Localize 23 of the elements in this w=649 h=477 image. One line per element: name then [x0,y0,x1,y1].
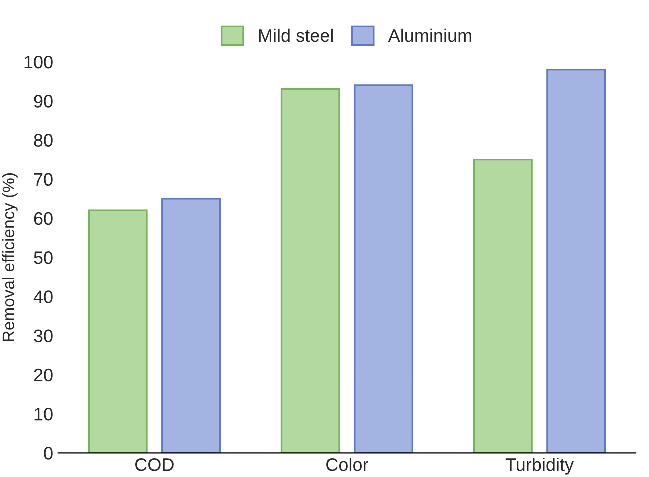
legend-label: Aluminium [388,28,472,42]
bar [280,88,340,454]
bar [546,69,606,454]
bar [162,198,221,454]
y-tick-label: 90 [34,95,53,108]
y-tick-label: 80 [34,134,53,147]
bar [88,210,148,454]
y-tick-label: 30 [34,330,53,343]
bar [473,158,533,454]
x-tick-label: Turbidity [506,458,574,475]
x-tick-label: COD [136,458,174,472]
legend-label: Mild steel [259,28,333,42]
x-tick-label: Color [326,458,368,472]
bar [354,84,414,454]
y-axis-title: Removal efficiency (%) [2,174,18,342]
y-tick-label: 0 [44,447,53,460]
y-tick-label: 100 [24,56,53,69]
y-tick-label: 20 [34,368,53,382]
y-tick-label: 50 [34,252,53,264]
y-tick-label: 60 [34,212,53,226]
y-tick-label: 70 [34,173,53,186]
y-tick-label: 40 [34,290,53,304]
y-tick-label: 10 [34,408,53,421]
